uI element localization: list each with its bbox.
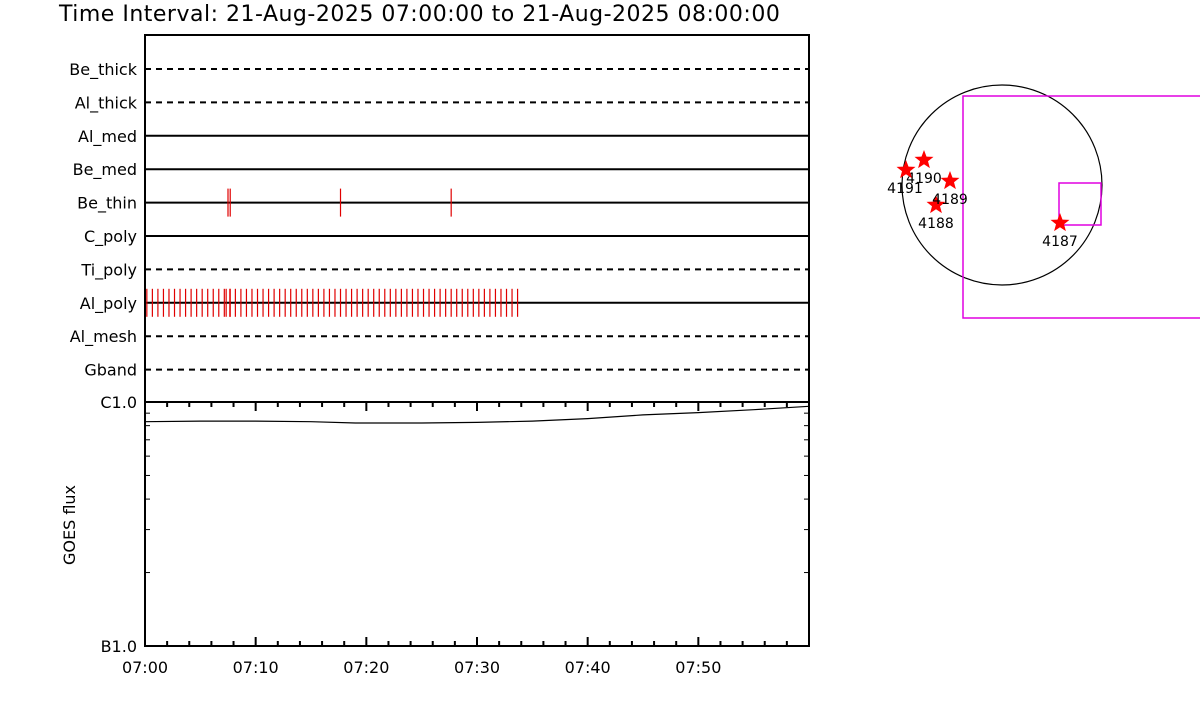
row-label-gband: Gband xyxy=(84,361,137,380)
goes-flux-line xyxy=(144,405,810,424)
solar-limb-circle xyxy=(901,84,1103,286)
goes-xtick-label-1: 07:10 xyxy=(233,658,279,677)
goes-ytick-label-1: B1.0 xyxy=(101,637,137,656)
detector-box xyxy=(1058,182,1102,226)
goes-xtick-label-4: 07:40 xyxy=(565,658,611,677)
ar-label-4190: 4190 xyxy=(906,171,942,187)
row-label-al_thick: Al_thick xyxy=(75,93,138,113)
ar-label-4187: 4187 xyxy=(1042,234,1078,250)
ar-star-4187 xyxy=(1050,213,1070,232)
goes-xtick-label-0: 07:00 xyxy=(122,658,168,677)
page-title: Time Interval: 21-Aug-2025 07:00:00 to 2… xyxy=(59,2,781,27)
row-label-al_med: Al_med xyxy=(78,127,137,147)
row-label-al_mesh: Al_mesh xyxy=(70,327,137,347)
ar-star-4191 xyxy=(896,160,916,179)
row-label-be_thick: Be_thick xyxy=(69,60,137,80)
row-label-be_thin: Be_thin xyxy=(77,194,137,214)
goes-xtick-label-5: 07:50 xyxy=(675,658,721,677)
ar-label-4189: 4189 xyxy=(932,192,968,208)
ar-star-4190 xyxy=(914,150,934,169)
ar-label-4191: 4191 xyxy=(887,181,923,197)
goes-flux-axis-label: GOES flux xyxy=(60,485,79,565)
ar-label-4188: 4188 xyxy=(918,216,954,232)
goes-xtick-label-2: 07:20 xyxy=(343,658,389,677)
goes-ytick-label-0: C1.0 xyxy=(100,393,137,412)
goes-xtick-label-3: 07:30 xyxy=(454,658,500,677)
ar-star-4188 xyxy=(926,195,946,214)
event-timeline-panel: Be_thick Al_thick Al_med Be_med Be_thin C_pol… xyxy=(69,34,810,403)
row-label-ti_poly: Ti_poly xyxy=(80,260,137,280)
ar-star-4189 xyxy=(940,171,960,190)
row-label-al_poly: Al_poly xyxy=(80,294,137,314)
timeline-frame xyxy=(144,34,810,403)
goes-flux-panel: GOES flux C1.0 B1.0 07:00 07:10 07:20 07:30 07… xyxy=(60,393,810,677)
field-of-view-box xyxy=(962,95,1200,319)
row-label-c_poly: C_poly xyxy=(84,227,137,247)
row-label-be_med: Be_med xyxy=(73,160,137,180)
goes-frame xyxy=(144,401,810,647)
